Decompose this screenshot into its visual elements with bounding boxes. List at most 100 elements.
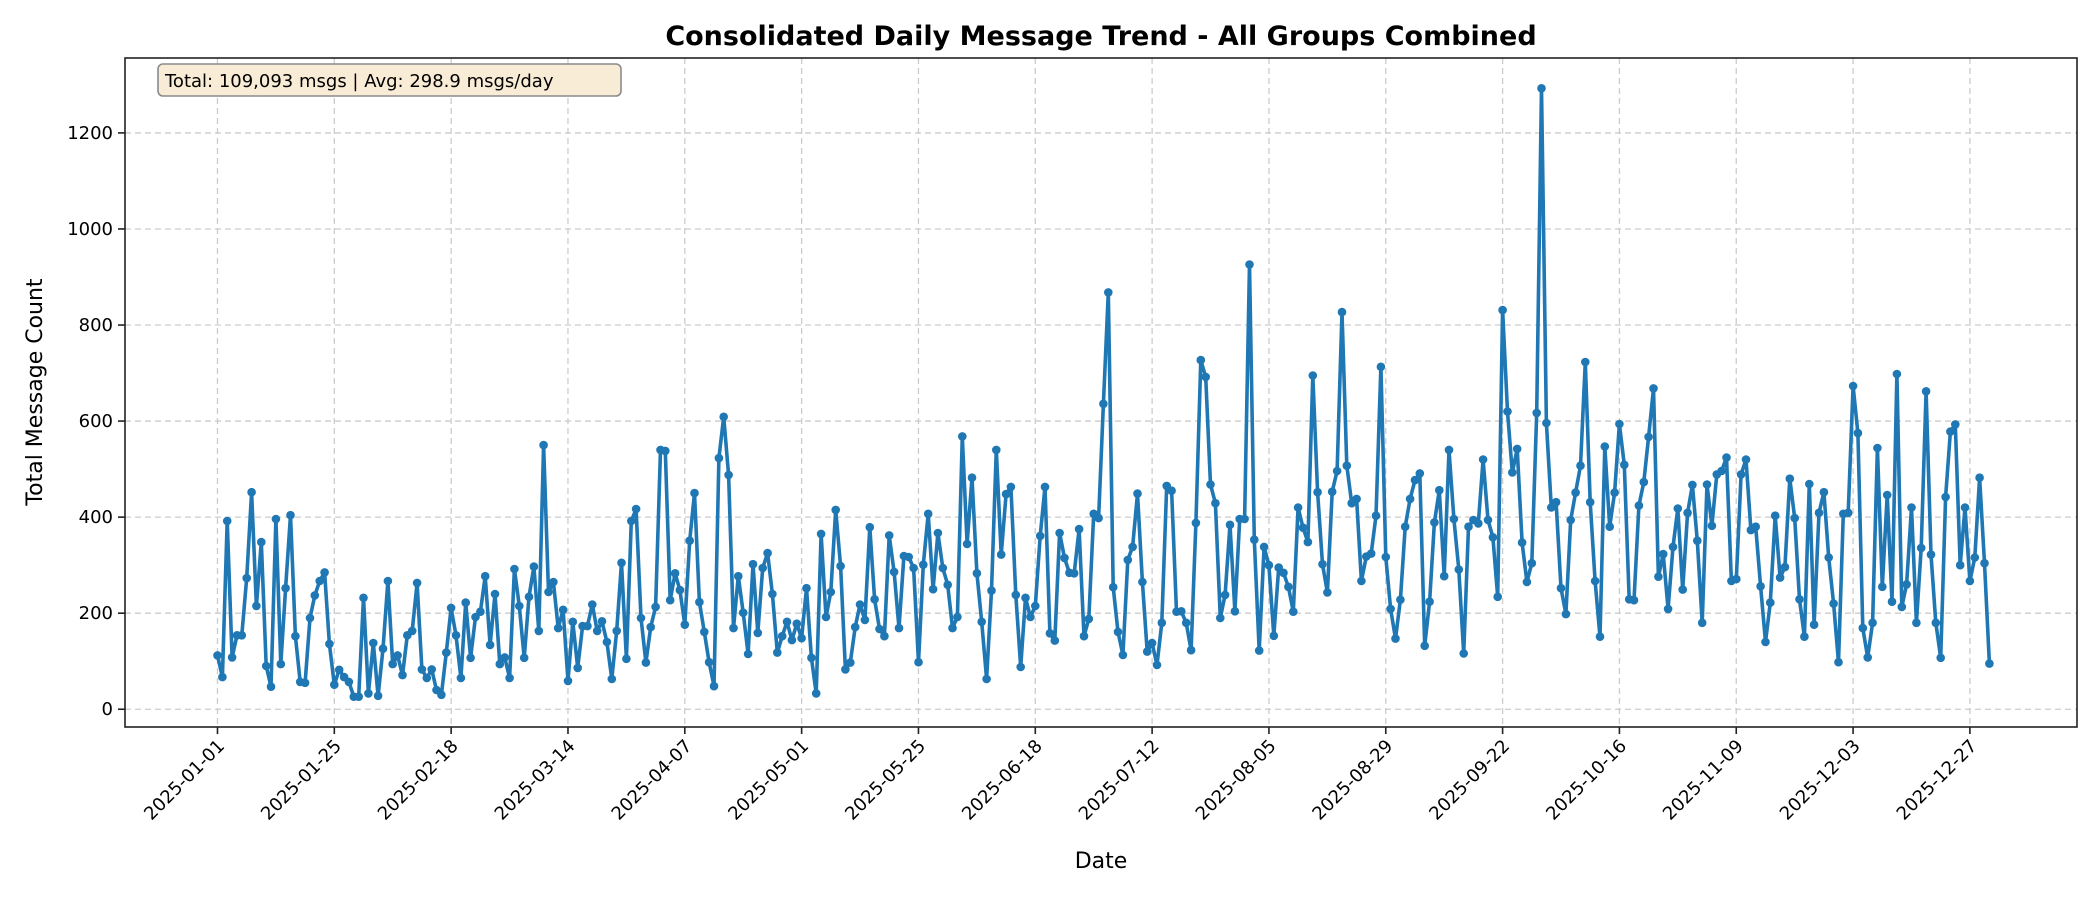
data-point	[1970, 553, 1980, 562]
data-point	[1878, 582, 1887, 592]
data-point	[1026, 612, 1035, 622]
y-tick-label: 600	[79, 411, 113, 432]
data-point	[1400, 522, 1410, 531]
data-point	[894, 623, 904, 633]
data-point	[1269, 631, 1279, 641]
data-point	[247, 487, 256, 497]
data-point	[1430, 518, 1439, 527]
data-point	[909, 563, 918, 573]
data-point	[1308, 371, 1318, 380]
data-point	[1941, 492, 1950, 502]
data-point	[1123, 555, 1133, 565]
data-point	[1756, 582, 1765, 591]
data-point	[928, 584, 938, 594]
data-point	[1031, 601, 1040, 611]
data-point	[914, 657, 923, 667]
data-point	[1483, 515, 1493, 525]
data-point	[938, 563, 948, 573]
data-point	[1882, 490, 1892, 500]
data-point	[714, 453, 724, 463]
data-point	[1216, 613, 1225, 623]
data-point	[987, 586, 996, 595]
data-point	[257, 537, 266, 547]
data-point	[1912, 618, 1921, 628]
data-point	[495, 659, 505, 669]
data-point	[446, 603, 456, 613]
data-point	[1770, 511, 1780, 520]
data-point	[1571, 488, 1580, 497]
data-point	[1040, 482, 1050, 492]
data-point	[1332, 466, 1342, 476]
data-point	[1503, 407, 1512, 416]
data-point	[734, 571, 743, 581]
summary-annotation: Total: 109,093 msgs | Avg: 298.9 msgs/da…	[157, 63, 622, 97]
data-point	[850, 622, 860, 632]
y-tick-label: 0	[102, 699, 113, 720]
data-point	[802, 583, 811, 593]
data-point	[524, 592, 534, 602]
data-point	[1474, 519, 1483, 528]
data-point	[700, 627, 709, 637]
data-point	[1629, 595, 1639, 605]
data-point	[1980, 558, 1989, 568]
data-point	[1240, 514, 1249, 524]
data-point	[1425, 597, 1434, 606]
data-point	[1021, 593, 1030, 603]
data-point	[330, 680, 339, 689]
axes-frame	[124, 57, 2078, 728]
data-point	[373, 691, 383, 701]
data-point	[1702, 480, 1712, 489]
data-point	[1133, 489, 1142, 498]
data-point	[417, 665, 427, 674]
data-point	[948, 623, 957, 633]
data-point	[1142, 647, 1152, 656]
data-point	[1707, 521, 1717, 531]
data-point	[880, 631, 889, 641]
data-point	[1868, 618, 1877, 628]
data-point	[1342, 461, 1352, 471]
data-point	[281, 583, 290, 593]
data-point	[442, 648, 451, 657]
data-point	[1595, 632, 1605, 641]
data-point	[1230, 607, 1240, 616]
data-point	[1104, 288, 1113, 297]
data-point	[816, 529, 826, 539]
data-point	[1420, 641, 1429, 651]
data-point	[1892, 369, 1902, 379]
data-point	[670, 569, 680, 578]
data-point	[792, 619, 802, 628]
data-point	[1907, 503, 1916, 512]
data-point	[777, 631, 787, 641]
data-point	[218, 672, 227, 682]
data-point	[1858, 623, 1868, 633]
data-point	[1551, 497, 1561, 507]
data-point	[1985, 659, 1994, 668]
data-point	[1206, 480, 1215, 489]
data-point	[393, 651, 402, 660]
data-point	[573, 663, 582, 673]
data-point	[1352, 494, 1361, 504]
data-point	[919, 560, 928, 569]
data-point	[1157, 618, 1167, 628]
data-point	[1118, 650, 1128, 660]
data-point	[1688, 480, 1697, 490]
data-point	[1396, 595, 1405, 604]
data-point	[724, 470, 733, 480]
data-point	[383, 576, 393, 586]
data-point	[1576, 461, 1585, 471]
data-point	[768, 589, 777, 599]
data-point	[1946, 427, 1955, 436]
data-point	[1542, 418, 1551, 428]
data-point	[753, 628, 763, 638]
data-point	[563, 676, 573, 686]
data-point	[505, 673, 514, 683]
data-point	[456, 673, 466, 683]
data-point	[583, 621, 592, 631]
data-point	[271, 514, 281, 524]
data-point	[841, 665, 850, 674]
y-tick-label: 800	[79, 315, 113, 336]
data-point	[1298, 523, 1308, 532]
data-point	[1191, 518, 1201, 528]
data-point	[1800, 632, 1809, 641]
